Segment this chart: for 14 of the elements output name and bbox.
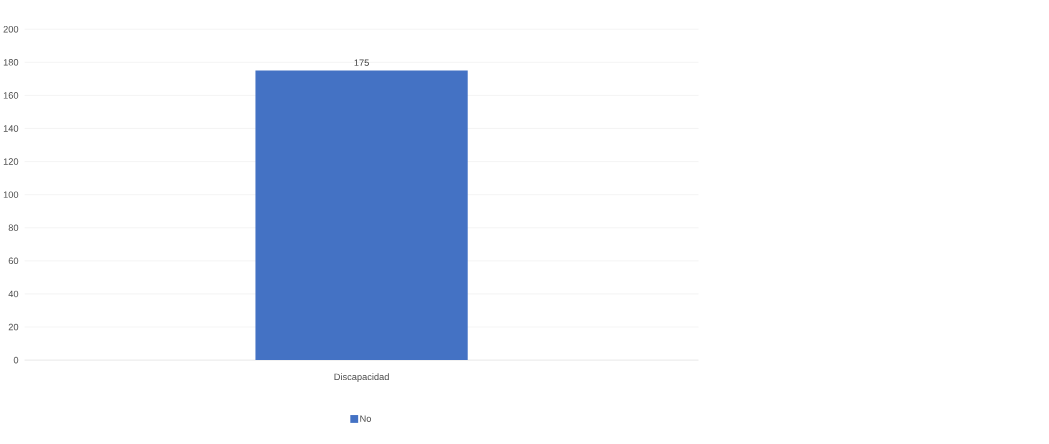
y-tick-label: 80: [8, 224, 19, 232]
y-tick-label: 180: [3, 59, 19, 66]
x-tick-label: Discapacidad: [334, 373, 389, 383]
y-tick-label: 140: [3, 125, 19, 133]
y-tick-label: 40: [8, 290, 19, 298]
legend-label: No: [360, 415, 372, 423]
data-label: 175: [354, 59, 369, 67]
y-tick-label: 160: [3, 92, 19, 99]
y-tick-label: 20: [8, 323, 19, 331]
y-tick-label: 100: [3, 191, 19, 199]
y-tick-label: 120: [3, 158, 19, 166]
y-tick-label: 0: [13, 357, 19, 364]
y-tick-label: 60: [8, 257, 19, 265]
y-tick-label: 200: [3, 26, 19, 33]
